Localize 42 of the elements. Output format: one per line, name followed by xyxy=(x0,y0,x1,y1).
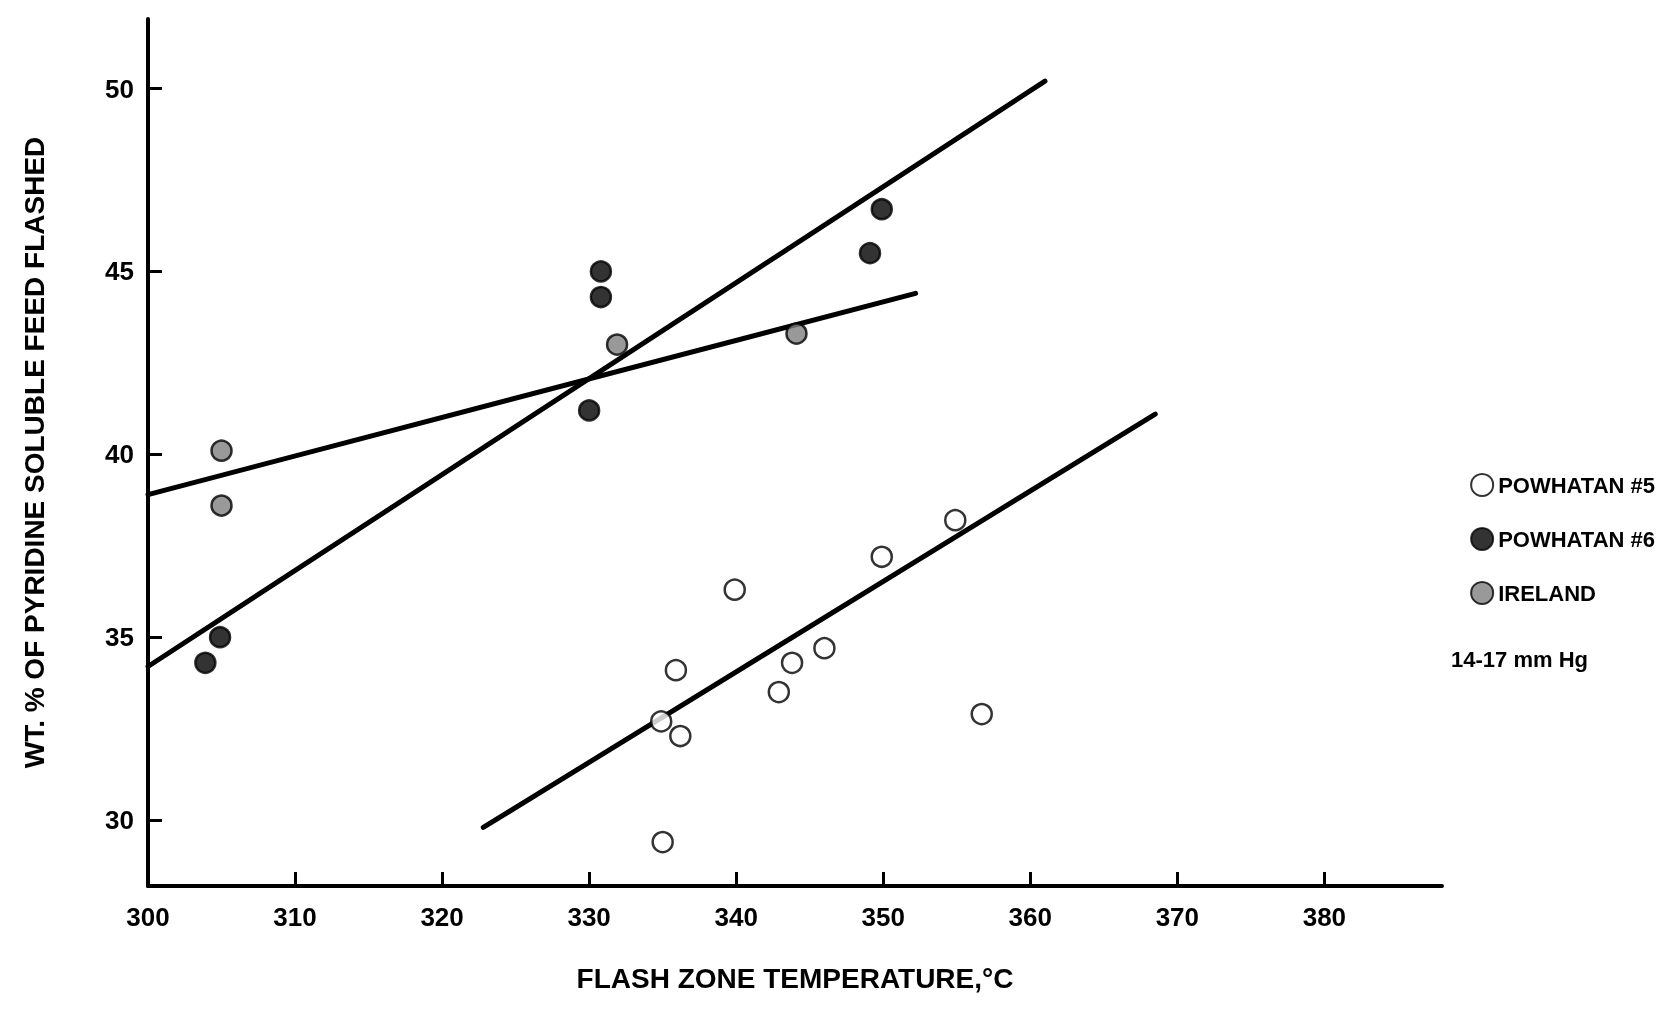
point xyxy=(577,399,601,422)
point xyxy=(669,724,692,748)
point xyxy=(210,494,233,517)
legend-label: IRELAND xyxy=(1498,580,1596,606)
point xyxy=(589,260,613,283)
x-tick-label: 350 xyxy=(861,902,905,932)
point xyxy=(870,545,894,568)
x-tick-label: 330 xyxy=(567,902,611,932)
point xyxy=(767,680,791,704)
x-tick-label: 360 xyxy=(1008,902,1052,932)
point xyxy=(649,710,673,733)
text: 14-17 mm Hg xyxy=(1451,646,1589,672)
point xyxy=(944,508,967,532)
x-tick-label: 380 xyxy=(1302,902,1347,932)
point xyxy=(589,285,613,309)
x-tick-label: 320 xyxy=(420,902,464,932)
point xyxy=(194,651,217,675)
point xyxy=(723,578,746,601)
point xyxy=(785,322,808,345)
y-tick-label: 30 xyxy=(105,805,134,836)
y-tick-label: 45 xyxy=(105,256,134,287)
point xyxy=(664,658,688,682)
y-axis-title: WT. % OF PYRIDINE SOLUBLE FEED FLASHED xyxy=(18,136,50,769)
x-tick-label: 310 xyxy=(273,902,317,932)
y-tick-label: 40 xyxy=(105,439,134,470)
point xyxy=(970,702,993,726)
x-tick-label: 340 xyxy=(714,902,758,932)
legend-label: POWHATAN #5 xyxy=(1498,472,1655,498)
point xyxy=(870,197,894,221)
point xyxy=(813,636,836,660)
x-tick-label: 370 xyxy=(1155,902,1200,932)
y-tick-label: 35 xyxy=(105,622,134,653)
point xyxy=(651,830,674,854)
point xyxy=(605,333,629,356)
point xyxy=(858,241,882,265)
point xyxy=(780,651,804,675)
y-tick-label: 50 xyxy=(105,73,134,104)
point xyxy=(210,439,233,462)
point xyxy=(208,626,232,649)
x-tick-label: 300 xyxy=(126,902,170,932)
x-axis-title: FLASH ZONE TEMPERATURE,°C xyxy=(576,962,1014,994)
legend-label: POWHATAN #6 xyxy=(1498,526,1655,552)
